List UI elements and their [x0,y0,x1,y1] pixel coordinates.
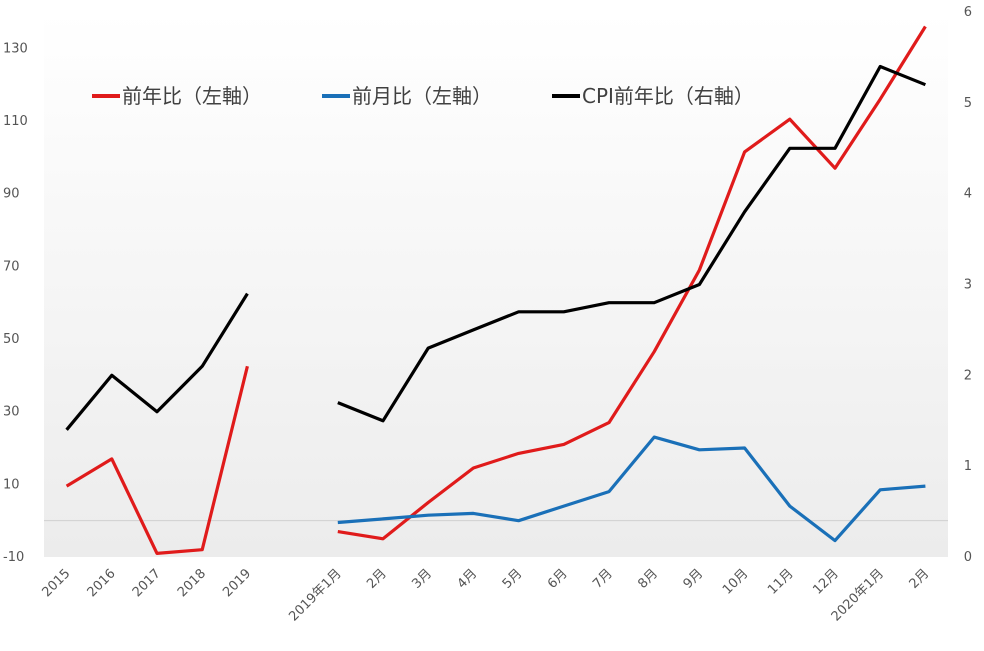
x-tick-label-14: 9月 [681,566,707,592]
right-tick-label-3: 3 [964,278,972,293]
x-tick-label-2: 2017 [130,566,164,600]
right-tick-label-2: 2 [964,368,972,383]
x-tick-label-17: 12月 [810,566,841,597]
x-tick-label-0: 2015 [39,566,73,600]
legend: 前年比（左軸） 前月比（左軸） CPI前年比（右軸） [92,84,754,108]
series-line-1-segment-0 [337,435,926,543]
right-tick-label-0: 0 [964,550,972,565]
right-tick-label-4: 4 [964,187,972,202]
series-line-0-segment-1 [337,25,927,541]
x-axis-ticks: 2015 2016 2017 2018 2019 2019年1月 2月 3月 4月 5月 6月 7月 8… [39,566,932,624]
series-line-2-segment-0 [65,292,249,431]
legend-label-1: 前月比（左軸） [352,84,492,108]
x-tick-label-7: 2月 [364,566,390,592]
left-tick-label-3: 50 [3,332,20,347]
left-tick-label-2: 30 [3,405,20,420]
right-tick-label-5: 5 [964,96,972,111]
left-tick-label-5: 90 [3,187,20,202]
series-line-2-segment-1 [337,64,926,423]
x-tick-label-9: 4月 [455,566,481,592]
x-tick-label-12: 7月 [590,566,616,592]
x-tick-label-11: 6月 [545,566,571,592]
x-tick-label-16: 11月 [765,566,796,597]
left-tick-label-1: 10 [3,477,20,492]
x-tick-label-19: 2月 [907,566,933,592]
left-tick-label-7: 130 [3,41,28,56]
x-tick-label-4: 2019 [220,566,254,600]
left-tick-label-0: -10 [3,550,24,565]
series-line-0-segment-0 [65,365,249,556]
legend-label-2: CPI前年比（右軸） [582,84,754,108]
series-layer [65,25,927,556]
right-tick-label-1: 1 [964,459,972,474]
right-axis-ticks: 0 1 2 3 4 5 6 [964,5,972,565]
x-tick-label-10: 5月 [500,566,526,592]
x-tick-label-15: 10月 [720,566,751,597]
x-tick-label-13: 8月 [635,566,661,592]
plot-background [44,12,948,557]
x-tick-label-1: 2016 [85,566,119,600]
legend-label-0: 前年比（左軸） [122,84,262,108]
x-tick-label-6: 2019年1月 [286,566,344,624]
left-tick-label-6: 110 [3,114,28,129]
right-tick-label-6: 6 [964,5,972,20]
x-tick-label-3: 2018 [175,566,209,600]
left-tick-label-4: 70 [3,259,20,274]
x-tick-label-8: 3月 [409,566,435,592]
left-axis-ticks: -10 10 30 50 70 90 110 130 [3,41,28,565]
